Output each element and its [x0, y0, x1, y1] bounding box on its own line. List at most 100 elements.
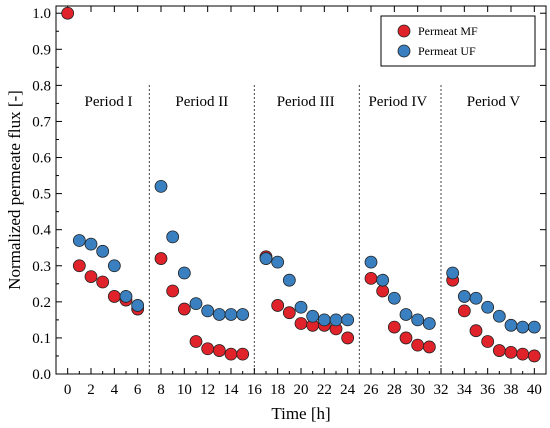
data-point-mf [376, 284, 390, 298]
y-tick-label: 1.0 [32, 6, 51, 22]
y-tick-label: 0.7 [32, 114, 51, 130]
legend-marker-uf [397, 44, 411, 58]
data-point-uf [224, 308, 238, 321]
data-point-mf [201, 342, 215, 356]
data-point-mf [189, 335, 203, 348]
data-point-uf [189, 297, 203, 311]
x-tick-label: 18 [270, 382, 285, 398]
data-point-mf [61, 6, 75, 20]
y-tick-label: 0.3 [32, 259, 51, 275]
data-point-mf [177, 302, 191, 316]
data-point-mf [224, 347, 238, 361]
data-point-mf [282, 306, 296, 320]
x-tick-label: 24 [340, 382, 356, 398]
data-point-uf [527, 320, 541, 334]
data-point-mf [411, 338, 425, 352]
y-tick-label: 0.1 [32, 331, 51, 347]
data-point-mf [341, 331, 355, 345]
data-point-uf [457, 290, 471, 303]
data-point-uf [341, 313, 355, 327]
data-point-uf [154, 179, 168, 193]
data-point-uf [469, 291, 483, 305]
data-point-uf [107, 259, 121, 273]
x-tick-label: 36 [480, 382, 496, 398]
data-point-uf [411, 313, 425, 327]
data-point-uf [96, 244, 110, 258]
y-tick-label: 0.5 [32, 187, 51, 203]
x-tick-label: 22 [317, 382, 332, 398]
data-point-uf [131, 299, 145, 312]
period-label: Period II [175, 94, 228, 110]
data-point-mf [422, 340, 436, 354]
data-point-uf [317, 313, 331, 327]
data-point-mf [469, 324, 483, 338]
data-point-uf [376, 273, 390, 287]
data-point-mf [271, 299, 285, 312]
data-point-mf [504, 345, 518, 359]
data-point-uf [236, 308, 250, 321]
data-point-mf [236, 347, 250, 361]
y-tick-label: 0.8 [32, 78, 51, 94]
data-point-uf [516, 320, 530, 334]
x-tick-label: 14 [224, 382, 240, 398]
data-point-uf [282, 273, 296, 287]
y-tick-label: 0.6 [32, 151, 51, 167]
x-tick-label: 40 [527, 382, 542, 398]
y-tick-label: 0.9 [32, 42, 51, 58]
data-point-uf [504, 318, 518, 332]
x-tick-label: 10 [177, 382, 192, 398]
data-point-uf [422, 317, 436, 330]
data-point-mf [294, 317, 308, 330]
x-tick-label: 38 [504, 382, 519, 398]
data-point-mf [481, 335, 495, 348]
x-tick-label: 20 [294, 382, 309, 398]
data-points [61, 6, 541, 363]
data-point-mf [212, 344, 226, 357]
data-point-mf [399, 331, 413, 345]
x-tick-label: 34 [457, 382, 473, 398]
x-tick-label: 32 [434, 382, 449, 398]
period-labels: Period I Period II Period III Period IV Peri… [85, 94, 521, 110]
data-point-mf [154, 252, 168, 265]
data-point-mf [96, 275, 110, 289]
data-point-mf [492, 344, 506, 357]
period-label: Period V [467, 94, 521, 110]
data-point-uf [177, 266, 191, 280]
legend-box [380, 15, 536, 67]
data-point-uf [387, 291, 401, 305]
legend-label-uf: Permeat UF [418, 44, 476, 58]
legend-marker-mf [397, 24, 411, 38]
data-point-mf [457, 304, 471, 318]
y-tick-label: 0.2 [32, 295, 51, 311]
data-point-uf [259, 252, 273, 265]
x-tick-label: 12 [200, 382, 215, 398]
data-point-uf [329, 313, 343, 327]
data-point-uf [364, 255, 378, 269]
plot-frame [55, 5, 547, 375]
period-label: Period I [85, 94, 133, 110]
x-tick-label: 0 [64, 382, 72, 398]
data-point-mf [72, 259, 86, 273]
data-point-uf [166, 230, 180, 244]
x-tick-label: 28 [387, 382, 402, 398]
data-point-uf [119, 290, 133, 303]
x-tick-label: 8 [157, 382, 165, 398]
data-point-mf [166, 284, 180, 298]
data-point-mf [527, 349, 541, 363]
period-dividers [148, 85, 442, 374]
data-point-uf [84, 237, 98, 251]
x-tick-label: 26 [364, 382, 380, 398]
x-tick-label: 4 [111, 382, 119, 398]
data-point-uf [399, 308, 413, 321]
legend: Permeat MF Permeat UF [380, 15, 536, 67]
data-point-uf [212, 308, 226, 321]
data-point-uf [271, 255, 285, 269]
data-point-uf [201, 304, 215, 318]
period-label: Period III [277, 94, 335, 110]
data-point-mf [364, 271, 378, 285]
x-tick-label: 30 [410, 382, 425, 398]
data-point-mf [107, 290, 121, 303]
x-axis-label: Time [h] [271, 404, 330, 423]
x-tick-label: 6 [134, 382, 142, 398]
